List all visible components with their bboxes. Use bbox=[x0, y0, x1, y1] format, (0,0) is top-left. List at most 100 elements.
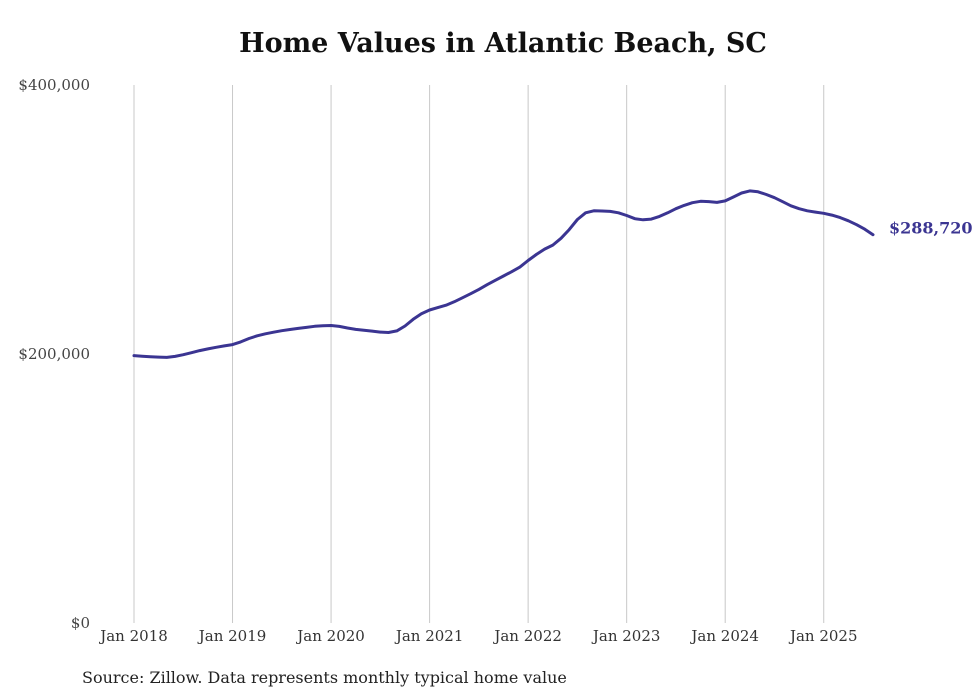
data-point bbox=[543, 247, 546, 251]
data-point bbox=[584, 211, 587, 214]
data-point bbox=[839, 216, 842, 219]
data-point bbox=[395, 329, 398, 333]
data-point bbox=[214, 346, 218, 349]
data-point bbox=[338, 325, 341, 328]
y-axis-ticks: $0 $200,000 $400,000 bbox=[18, 76, 90, 632]
data-point bbox=[256, 334, 259, 337]
data-point bbox=[182, 353, 185, 356]
data-point bbox=[609, 210, 612, 213]
data-point bbox=[444, 304, 448, 307]
data-point bbox=[231, 343, 234, 346]
x-tick-label: Jan 2025 bbox=[788, 627, 858, 645]
data-point bbox=[403, 324, 407, 328]
data-point bbox=[658, 215, 661, 218]
data-point bbox=[280, 329, 283, 332]
y-tick-label: $400,000 bbox=[18, 76, 90, 94]
data-point bbox=[797, 207, 801, 210]
data-point bbox=[412, 318, 415, 321]
y-tick-label: $200,000 bbox=[18, 345, 90, 363]
series-line bbox=[132, 189, 875, 359]
x-tick-label: Jan 2021 bbox=[394, 627, 464, 645]
data-point bbox=[617, 211, 620, 214]
end-value-label: $288,720 bbox=[889, 219, 973, 238]
data-point bbox=[428, 308, 431, 312]
data-point bbox=[600, 209, 604, 213]
data-point bbox=[518, 265, 522, 269]
x-tick-label: Jan 2022 bbox=[492, 627, 562, 645]
data-point bbox=[789, 204, 793, 207]
data-point bbox=[715, 201, 719, 204]
data-point bbox=[814, 210, 817, 214]
data-point bbox=[822, 212, 825, 215]
data-point bbox=[436, 306, 439, 309]
data-point bbox=[847, 219, 850, 222]
data-point bbox=[461, 296, 464, 299]
data-point bbox=[551, 243, 554, 247]
data-point bbox=[321, 324, 325, 327]
data-point bbox=[264, 332, 267, 335]
x-tick-label: Jan 2020 bbox=[295, 627, 365, 645]
data-point bbox=[141, 355, 144, 358]
gridlines bbox=[133, 85, 825, 623]
data-point bbox=[157, 355, 160, 359]
data-point bbox=[313, 325, 316, 328]
x-tick-label: Jan 2018 bbox=[98, 627, 168, 645]
data-point bbox=[485, 283, 489, 286]
data-point bbox=[370, 329, 374, 333]
data-point bbox=[297, 327, 300, 330]
data-point bbox=[633, 217, 637, 220]
data-point bbox=[346, 326, 349, 330]
data-point bbox=[806, 209, 809, 212]
data-point bbox=[830, 213, 834, 217]
data-point bbox=[765, 193, 768, 196]
chart-title: Home Values in Atlantic Beach, SC bbox=[239, 28, 767, 59]
data-point bbox=[469, 292, 472, 295]
source-note: Source: Zillow. Data represents monthly … bbox=[82, 668, 567, 687]
data-point bbox=[477, 288, 481, 291]
data-point bbox=[666, 211, 669, 214]
data-point bbox=[576, 218, 579, 221]
data-point bbox=[674, 207, 678, 210]
data-point bbox=[855, 223, 858, 226]
data-point bbox=[756, 190, 760, 193]
data-point bbox=[165, 356, 168, 359]
end-labels: $288,720 bbox=[889, 219, 973, 238]
data-point bbox=[592, 209, 595, 212]
x-axis-ticks: Jan 2018 Jan 2019 Jan 2020 Jan 2021 Jan 2022… bbox=[98, 627, 857, 645]
data-point bbox=[494, 279, 497, 282]
data-point bbox=[272, 331, 275, 334]
data-point bbox=[748, 189, 751, 193]
data-point bbox=[354, 328, 357, 331]
data-point bbox=[863, 228, 866, 231]
data-point bbox=[305, 326, 308, 329]
data-point bbox=[871, 233, 875, 236]
data-point bbox=[526, 259, 530, 262]
data-point bbox=[682, 204, 686, 207]
y-tick-label: $0 bbox=[71, 614, 90, 632]
data-point bbox=[699, 200, 702, 203]
data-point bbox=[732, 195, 735, 199]
data-point bbox=[247, 337, 251, 340]
data-point bbox=[329, 324, 333, 327]
data-point bbox=[773, 196, 776, 199]
data-point bbox=[223, 344, 226, 348]
x-tick-label: Jan 2023 bbox=[591, 627, 661, 645]
data-point bbox=[453, 300, 456, 303]
data-point bbox=[362, 329, 366, 332]
data-point bbox=[132, 354, 136, 357]
data-point bbox=[559, 237, 563, 240]
data-point bbox=[288, 328, 292, 331]
data-point bbox=[691, 201, 694, 204]
data-point bbox=[198, 349, 201, 352]
data-point bbox=[707, 200, 710, 203]
data-point bbox=[420, 312, 423, 315]
x-tick-label: Jan 2019 bbox=[197, 627, 267, 645]
data-point bbox=[149, 355, 152, 358]
data-point bbox=[173, 355, 177, 358]
data-point bbox=[535, 253, 538, 256]
x-tick-label: Jan 2024 bbox=[689, 627, 759, 645]
data-point bbox=[740, 191, 743, 195]
data-point bbox=[568, 228, 571, 231]
series-group bbox=[132, 189, 875, 359]
